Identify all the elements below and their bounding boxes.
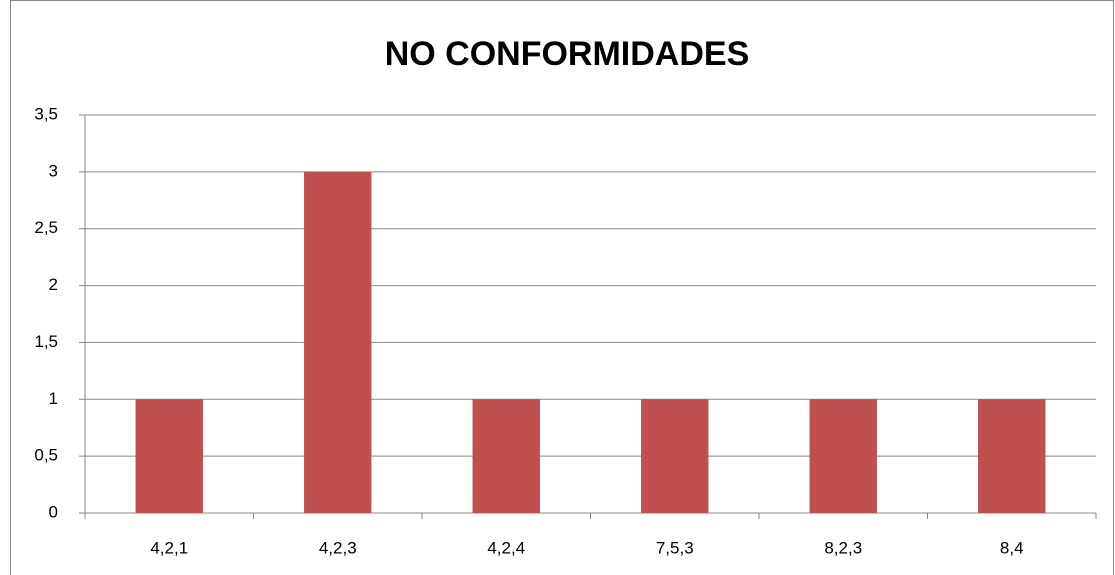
x-tick-label: 4,2,1 bbox=[150, 538, 188, 557]
bar bbox=[641, 399, 709, 513]
y-tick-label: 3,5 bbox=[34, 104, 58, 123]
y-tick-label: 0,5 bbox=[34, 446, 58, 465]
x-tick-label: 4,2,4 bbox=[487, 538, 525, 557]
x-tick-label: 8,2,3 bbox=[824, 538, 862, 557]
bar bbox=[978, 399, 1046, 513]
bar bbox=[472, 399, 540, 513]
y-tick-label: 1,5 bbox=[34, 332, 58, 351]
y-tick-label: 3 bbox=[49, 161, 58, 180]
bar bbox=[135, 399, 203, 513]
x-tick-label: 7,5,3 bbox=[656, 538, 694, 557]
y-tick-label: 2 bbox=[49, 275, 58, 294]
bar bbox=[809, 399, 877, 513]
y-tick-label: 1 bbox=[49, 389, 58, 408]
y-tick-label: 2,5 bbox=[34, 218, 58, 237]
x-tick-label: 8,4 bbox=[1000, 538, 1024, 557]
chart-title: NO CONFORMIDADES bbox=[385, 35, 750, 73]
x-tick-label: 4,2,3 bbox=[319, 538, 357, 557]
y-tick-label: 0 bbox=[49, 502, 58, 521]
bar bbox=[304, 171, 372, 513]
